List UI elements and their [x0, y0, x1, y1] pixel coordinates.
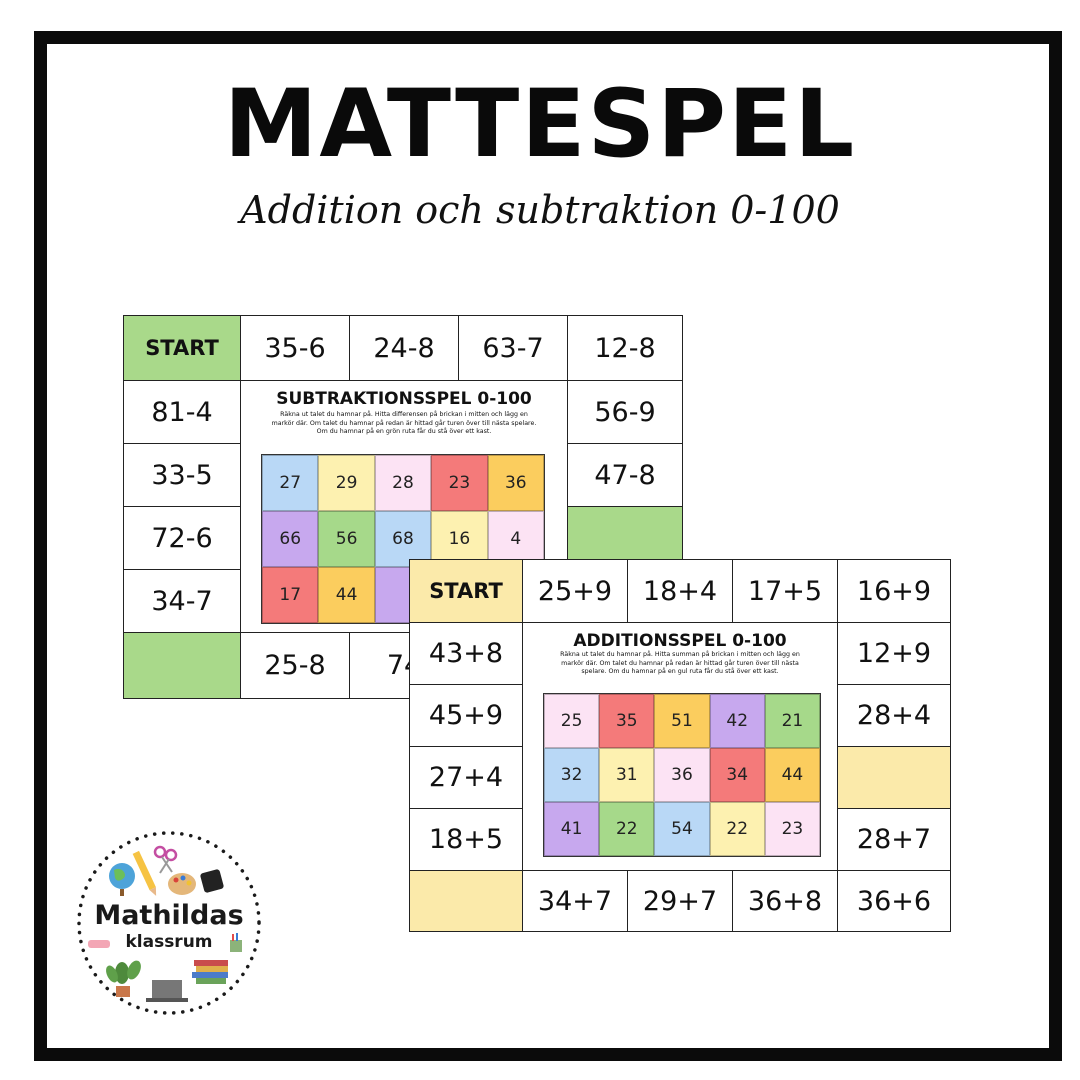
start-cell: START [123, 315, 241, 381]
number-tile: 54 [654, 802, 710, 856]
number-tile: 17 [262, 567, 319, 623]
number-tile: 22 [709, 802, 765, 856]
board-cell: 72-6 [123, 506, 241, 570]
number-tile: 4 [487, 511, 544, 567]
skip-cell [837, 746, 951, 809]
board-cell: 18+5 [409, 808, 523, 871]
number-tile: 41 [544, 802, 600, 856]
number-tile: 34 [709, 748, 765, 802]
number-tile: 44 [318, 567, 375, 623]
board-cell: 18+4 [627, 559, 733, 623]
board-cell: 33-5 [123, 443, 241, 507]
board-cell: 25-8 [240, 632, 350, 699]
plant-icon [106, 960, 141, 997]
number-tile: 22 [599, 802, 655, 856]
number-tile: 36 [487, 455, 544, 511]
pencil-icon [132, 850, 157, 896]
number-tile: 23 [431, 455, 488, 511]
eraser-icon [88, 940, 110, 948]
logo-name: Mathildas [94, 900, 244, 931]
mathildas-klassrum-logo: Mathildas klassrum [74, 828, 264, 1018]
board-cell: 36+6 [837, 870, 951, 932]
page-frame [34, 31, 1062, 1061]
board-cell: 16+9 [837, 559, 951, 623]
board-cell: 12-8 [567, 315, 683, 381]
page-title: MATTESPEL [223, 70, 857, 179]
tablet-icon [200, 869, 224, 893]
number-tile: 32 [544, 748, 600, 802]
books-icon [192, 960, 228, 984]
board-cell: 12+9 [837, 622, 951, 685]
number-tile: 21 [764, 694, 820, 748]
globe-icon [109, 863, 135, 896]
number-tile: 25 [544, 694, 600, 748]
logo-dotted-circle [77, 831, 261, 1015]
number-tile: 23 [764, 802, 820, 856]
palette-icon [168, 873, 196, 895]
logo-subname: klassrum [125, 932, 213, 952]
board-cell: 35-6 [240, 315, 350, 381]
number-tile: 51 [654, 694, 710, 748]
addition-board: START 25+9 18+4 17+5 16+9 43+8 45+9 27+4… [409, 559, 951, 932]
board-cell: 56-9 [567, 380, 683, 444]
board-cell: 45+9 [409, 684, 523, 747]
board-cell: 63-7 [458, 315, 568, 381]
number-tile: 31 [599, 748, 655, 802]
board-cell: 17+5 [732, 559, 838, 623]
board-cell: 81-4 [123, 380, 241, 444]
board-cell: 43+8 [409, 622, 523, 685]
number-tile: 16 [431, 511, 488, 567]
number-tile: 42 [709, 694, 765, 748]
addition-center-panel: ADDITIONSSPEL 0-100 Räkna ut talet du ha… [522, 622, 838, 871]
number-tile: 56 [318, 511, 375, 567]
number-tile: 44 [764, 748, 820, 802]
board-cell: 34-7 [123, 569, 241, 633]
number-tile: 66 [262, 511, 319, 567]
number-tile: 35 [599, 694, 655, 748]
number-tile: 29 [318, 455, 375, 511]
board-cell: 47-8 [567, 443, 683, 507]
number-tile: 27 [262, 455, 319, 511]
skip-cell [409, 870, 523, 932]
page-subtitle: Addition och subtraktion 0-100 [240, 188, 840, 232]
number-tile: 36 [654, 748, 710, 802]
board-cell: 25+9 [522, 559, 628, 623]
board-cell: 28+7 [837, 808, 951, 871]
addition-game-title: ADDITIONSSPEL 0-100 [573, 631, 787, 651]
board-cell: 36+8 [732, 870, 838, 932]
subtraction-game-description: Räkna ut talet du hamnar på. Hitta diffe… [271, 411, 537, 435]
laptop-icon [146, 980, 188, 1002]
addition-game-description: Räkna ut talet du hamnar på. Hitta summa… [560, 651, 800, 675]
number-tile: 28 [374, 455, 432, 511]
subtraction-board: START 35-6 24-8 63-7 12-8 81-4 33-5 72-6… [123, 315, 683, 699]
start-cell: START [409, 559, 523, 623]
scissors-icon [153, 845, 178, 874]
number-tile: 68 [374, 511, 432, 567]
subtraction-game-title: SUBTRAKTIONSSPEL 0-100 [276, 389, 532, 409]
board-cell: 29+7 [627, 870, 733, 932]
board-cell: 27+4 [409, 746, 523, 809]
pencil-cup-icon [230, 933, 242, 952]
board-cell: 34+7 [522, 870, 628, 932]
addition-number-grid: 25 35 51 42 21 32 31 36 34 44 41 22 54 22 23 [543, 693, 821, 857]
board-cell: 28+4 [837, 684, 951, 747]
skip-cell [123, 632, 241, 699]
board-cell: 24-8 [349, 315, 459, 381]
